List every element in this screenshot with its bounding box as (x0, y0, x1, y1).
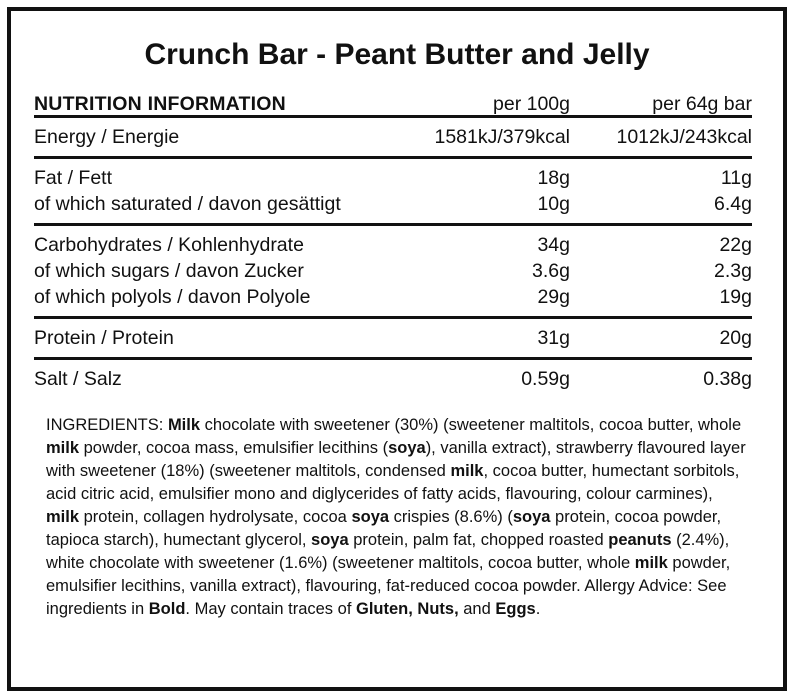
table-row: Salt / Salz 0.59g 0.38g (34, 359, 752, 399)
value-per-100g: 1581kJ/379kcal (434, 126, 570, 148)
nutrition-table: NUTRITION INFORMATION per 100g per 64g b… (34, 93, 752, 398)
value-per-bar: 11g (720, 167, 752, 189)
value-per-bar: 20g (719, 327, 752, 349)
nutrition-group: Fat / Fett 18g 11g of which saturated / dav… (34, 158, 752, 225)
ingredient-allergen: soya (311, 531, 349, 549)
nutrient-label: Carbohydrates / Kohlenhydrate (34, 234, 304, 256)
ingredient-allergen: milk (450, 462, 484, 480)
table-row: of which polyols / davon Polyole 29g 19g (34, 284, 752, 318)
nutrition-table-head: NUTRITION INFORMATION per 100g per 64g b… (34, 93, 752, 118)
ingredient-segment: ), vanilla extract), strawberry flavoure… (46, 439, 746, 480)
page-title: Crunch Bar - Peant Butter and Jelly (144, 38, 650, 71)
ingredient-segment: (2.4%), white chocolate with sweetener (… (46, 531, 730, 572)
nutrition-label: Crunch Bar - Peant Butter and Jelly NUTR… (7, 7, 787, 691)
value-per-100g: 29g (537, 286, 570, 308)
ingredient-segment: protein, cocoa powder, tapioca starch), … (46, 508, 722, 549)
nutrition-group: Energy / Energie 1581kJ/379kcal 1012kJ/243… (34, 117, 752, 158)
nutrition-group: Carbohydrates / Kohlenhydrate 34g 22g of wh… (34, 225, 752, 318)
table-row: Protein / Protein 31g 20g (34, 318, 752, 359)
ingredient-allergen: milk (634, 554, 668, 572)
ingredient-allergen: soya (351, 508, 390, 526)
nutrition-header-row: NUTRITION INFORMATION per 100g per 64g b… (34, 93, 752, 118)
nutrition-group: Protein / Protein 31g 20g (34, 318, 752, 359)
column-header-per-100g: per 100g (400, 93, 570, 118)
ingredient-allergen: Eggs (495, 600, 536, 618)
nutrient-label: Energy / Energie (34, 126, 180, 148)
ingredient-allergen: soya (388, 439, 426, 457)
value-per-100g: 18g (537, 167, 570, 189)
value-per-bar: 6.4g (714, 193, 752, 215)
table-row: Energy / Energie 1581kJ/379kcal 1012kJ/243… (34, 117, 752, 158)
ingredient-segment: chocolate with sweetener (30%) (sweetene… (200, 416, 742, 434)
ingredient-segment: and (458, 600, 496, 618)
table-row: of which sugars / davon Zucker 3.6g 2.3g (34, 258, 752, 284)
ingredient-segment: protein, palm fat, chopped roasted (348, 531, 609, 549)
ingredient-segment: . May contain traces of (185, 600, 356, 618)
ingredient-segment: protein, collagen hydrolysate, cocoa (79, 508, 352, 526)
column-header-per-bar: per 64g bar (570, 93, 752, 118)
value-per-100g: 3.6g (532, 260, 570, 282)
ingredient-allergen: milk (46, 439, 80, 457)
value-per-bar: 0.38g (703, 368, 752, 390)
nutrient-label: of which polyols / davon Polyole (34, 286, 311, 308)
ingredient-segment: powder, emulsifier lecithins, vanilla ex… (46, 554, 731, 618)
nutrient-label: of which saturated / davon gesättigt (34, 193, 341, 215)
nutrition-group: Salt / Salz 0.59g 0.38g (34, 359, 752, 399)
value-per-100g: 10g (537, 193, 570, 215)
ingredient-segment: . (535, 600, 541, 618)
ingredient-allergen: soya (512, 508, 551, 526)
nutrient-label: of which sugars / davon Zucker (34, 260, 304, 282)
value-per-bar: 2.3g (714, 260, 752, 282)
ingredient-allergen: Milk (167, 416, 201, 434)
ingredient-segment: powder, cocoa mass, emulsifier lecithins… (79, 439, 389, 457)
value-per-bar: 19g (719, 286, 752, 308)
nutrient-label: Salt / Salz (34, 368, 122, 390)
value-per-bar: 22g (719, 234, 752, 256)
ingredient-allergen: peanuts (608, 531, 672, 549)
ingredient-segment: , cocoa butter, humectant sorbitols, aci… (46, 462, 740, 503)
value-per-bar: 1012kJ/243kcal (616, 126, 752, 148)
nutrition-header-title: NUTRITION INFORMATION (34, 93, 400, 118)
ingredient-allergen: milk (46, 508, 80, 526)
nutrient-label: Fat / Fett (34, 167, 113, 189)
ingredient-allergen: Gluten, Nuts, (355, 600, 459, 618)
value-per-100g: 31g (537, 327, 570, 349)
value-per-100g: 34g (537, 234, 570, 256)
ingredients-text: INGREDIENTS: Milk chocolate with sweeten… (46, 414, 750, 621)
ingredient-segment: crispies (8.6%) ( (389, 508, 513, 526)
table-row: of which saturated / davon gesättigt 10g 6… (34, 191, 752, 225)
ingredient-allergen: Bold (148, 600, 186, 618)
table-row: Carbohydrates / Kohlenhydrate 34g 22g (34, 225, 752, 259)
value-per-100g: 0.59g (521, 368, 570, 390)
nutrient-label: Protein / Protein (34, 327, 174, 349)
table-row: Fat / Fett 18g 11g (34, 158, 752, 192)
ingredient-segment: INGREDIENTS: (46, 416, 168, 434)
